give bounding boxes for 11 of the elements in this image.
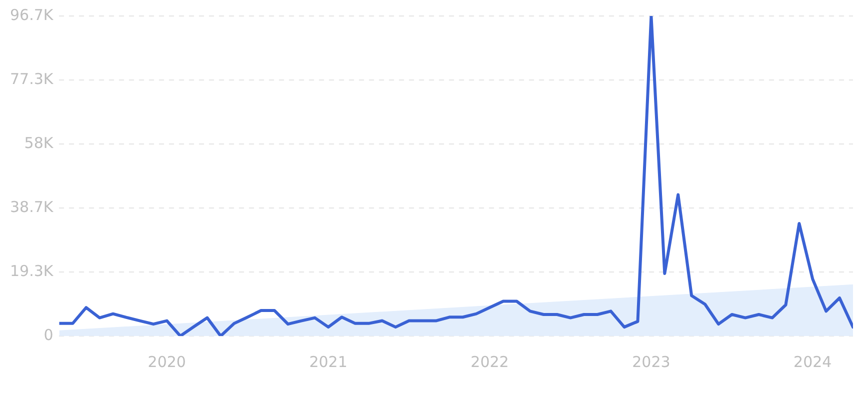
x-tick-label: 2023 (632, 352, 670, 371)
y-tick-label: 77.3K (10, 70, 54, 88)
x-tick-label: 2020 (148, 352, 186, 371)
y-tick-label: 96.7K (10, 6, 54, 24)
x-tick-label: 2022 (470, 352, 509, 371)
x-tick-label: 2021 (309, 352, 348, 371)
x-tick-label: 2024 (794, 352, 832, 371)
y-tick-label: 19.3K (10, 262, 54, 280)
y-tick-label: 38.7K (10, 198, 54, 216)
y-tick-label: 0 (44, 326, 54, 344)
y-tick-label: 58K (24, 134, 54, 152)
